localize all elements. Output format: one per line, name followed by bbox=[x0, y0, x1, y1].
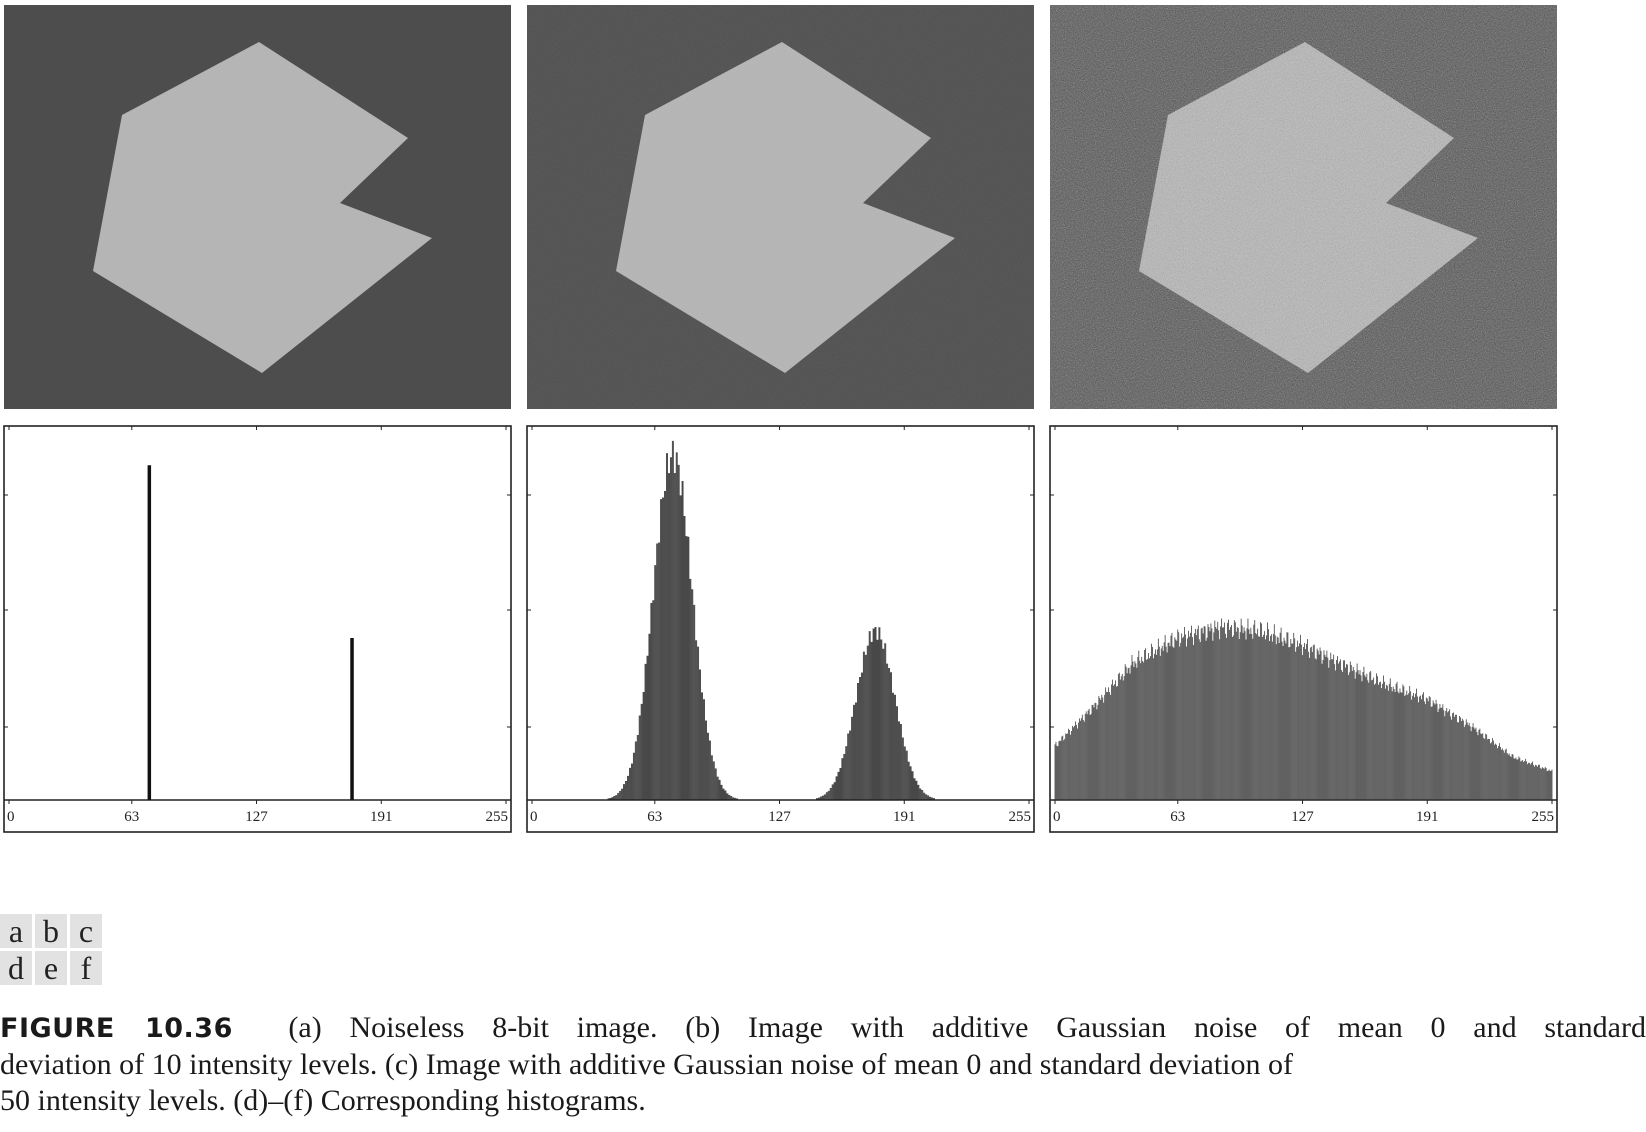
histogram-f: 0 63 127 191 255 bbox=[1049, 425, 1558, 833]
noise-overlay bbox=[1050, 5, 1557, 409]
noise-overlay bbox=[527, 5, 1034, 409]
x-tick-label: 63 bbox=[124, 809, 139, 825]
histogram-e: 0 63 127 191 255 bbox=[526, 425, 1035, 833]
x-tick-label: 0 bbox=[530, 809, 538, 825]
x-tick-label: 255 bbox=[1532, 809, 1555, 825]
x-tick-label: 0 bbox=[1053, 809, 1061, 825]
caption-line-2: deviation of 10 intensity levels. (c) Im… bbox=[0, 1048, 1293, 1081]
x-tick-label: 127 bbox=[768, 809, 791, 825]
x-tick-label: 0 bbox=[7, 809, 15, 825]
panel-label: a bbox=[0, 914, 32, 948]
x-tick-label: 191 bbox=[370, 809, 393, 825]
caption-line-3: 50 intensity levels. (d)–(f) Correspondi… bbox=[0, 1084, 646, 1117]
panel-label: c bbox=[70, 914, 102, 948]
panel-label-row: a b c bbox=[0, 914, 102, 948]
noiseless-image bbox=[4, 5, 511, 409]
plot-frame bbox=[526, 425, 1035, 833]
panel-label-grid: a b c d e f bbox=[0, 914, 102, 988]
x-tick-label: 191 bbox=[893, 809, 916, 825]
x-tick-label: 191 bbox=[1416, 809, 1439, 825]
noise-sd50-image bbox=[1050, 5, 1557, 409]
figure-label: FIGURE 10.36 bbox=[0, 1013, 233, 1044]
x-tick-label: 63 bbox=[1170, 809, 1185, 825]
image-a bbox=[4, 5, 511, 409]
x-tick-label: 127 bbox=[245, 809, 268, 825]
panel-label-row: d e f bbox=[0, 951, 102, 985]
histogram-f-plot: 0 63 127 191 255 bbox=[1049, 425, 1558, 833]
noise-sd10-image bbox=[527, 5, 1034, 409]
figure-caption: FIGURE 10.36 (a) Noiseless 8-bit image. … bbox=[0, 1010, 1646, 1119]
histogram-d: 0 63 127 191 255 bbox=[3, 425, 512, 833]
caption-line-1: FIGURE 10.36 (a) Noiseless 8-bit image. … bbox=[0, 1010, 1646, 1047]
panel-label: f bbox=[70, 951, 102, 985]
plot-frame bbox=[3, 425, 512, 833]
image-b bbox=[527, 5, 1034, 409]
panel-label: b bbox=[35, 914, 67, 948]
x-tick-label: 255 bbox=[486, 809, 509, 825]
histogram-d-plot: 0 63 127 191 255 bbox=[3, 425, 512, 833]
histogram-e-plot: 0 63 127 191 255 bbox=[526, 425, 1035, 833]
x-tick-label: 63 bbox=[647, 809, 662, 825]
panel-label: d bbox=[0, 951, 32, 985]
panel-label: e bbox=[35, 951, 67, 985]
image-c bbox=[1050, 5, 1557, 409]
polygon-shape bbox=[93, 42, 432, 373]
x-tick-label: 127 bbox=[1291, 809, 1314, 825]
x-tick-label: 255 bbox=[1009, 809, 1032, 825]
caption-text-1: (a) Noiseless 8-bit image. (b) Image wit… bbox=[288, 1011, 1646, 1044]
